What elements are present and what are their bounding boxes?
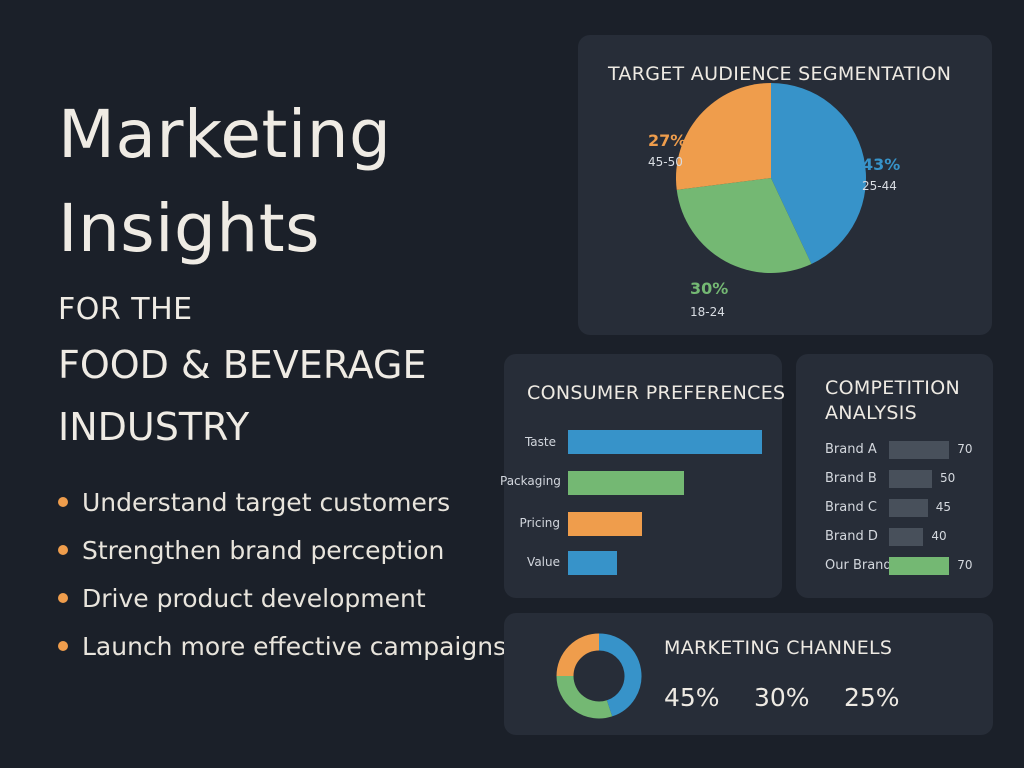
competition-bar	[889, 557, 950, 575]
consumer-preferences-card: CONSUMER PREFERENCES Taste Packaging Pri…	[500, 354, 786, 598]
channels-chart-title: MARKETING CHANNELS	[664, 637, 893, 659]
channel-value-label: 45%	[664, 683, 720, 712]
bar-category-label: Packaging	[500, 474, 561, 488]
bar-value-label: 70	[957, 558, 973, 572]
competition-bar	[889, 470, 932, 488]
bar-value-label: 50	[940, 471, 956, 485]
hero: Marketing Insights FOR THE FOOD & BEVERA…	[58, 88, 498, 451]
competition-bar	[889, 441, 950, 459]
slice-segment-label: 18-24	[690, 305, 725, 319]
channels-donut-chart	[556, 633, 642, 719]
competition-analysis-card: COMPETITION ANALYSIS Brand A Brand B Bra…	[796, 354, 993, 598]
audience-segmentation-card: TARGET AUDIENCE SEGMENTATION 43% 25-44 3…	[578, 35, 992, 335]
competition-title-line-2: ANALYSIS	[825, 402, 918, 424]
bar-value-label: 45	[935, 500, 951, 514]
bar-category-label: Taste	[524, 435, 556, 449]
preference-bar	[568, 471, 685, 495]
hero-title-line-2: Insights	[58, 190, 321, 267]
benefit-list: Understand target customers Strengthen b…	[58, 478, 506, 670]
preference-bar	[568, 551, 617, 575]
bar-category-label: Pricing	[519, 516, 560, 530]
bar-category-label: Our Brand	[825, 558, 892, 573]
list-item: Launch more effective campaigns	[58, 622, 506, 670]
pie-slice	[676, 178, 812, 274]
bar-category-label: Value	[527, 555, 560, 569]
list-item: Understand target customers	[58, 478, 506, 526]
competition-bar	[889, 528, 924, 546]
list-item-text: Strengthen brand perception	[82, 535, 445, 565]
hero-subtitle-line-3: INDUSTRY	[58, 405, 250, 449]
preferences-chart-title: CONSUMER PREFERENCES	[527, 382, 786, 404]
hero-subtitle-line-2: FOOD & BEVERAGE	[58, 343, 427, 387]
donut-segment	[556, 633, 600, 677]
audience-chart-title: TARGET AUDIENCE SEGMENTATION	[608, 63, 952, 85]
donut-segment	[556, 675, 613, 719]
preference-bar	[568, 512, 642, 536]
bullet-dot-icon	[58, 545, 68, 555]
slice-segment-label: 25-44	[862, 179, 897, 193]
competition-title-line-1: COMPETITION	[825, 377, 960, 399]
bar-category-label: Brand A	[825, 442, 877, 457]
preference-bar	[568, 430, 762, 454]
bar-value-label: 70	[957, 442, 973, 456]
bullet-dot-icon	[58, 593, 68, 603]
hero-subtitle-line-1: FOR THE	[58, 292, 193, 327]
list-item-text: Launch more effective campaigns	[82, 631, 507, 661]
bar-category-label: Brand C	[825, 500, 877, 515]
bar-category-label: Brand B	[825, 471, 877, 486]
hero-title-line-1: Marketing	[58, 96, 392, 173]
slice-segment-label: 45-50	[648, 155, 683, 169]
channel-value-label: 30%	[754, 683, 810, 712]
list-item: Strengthen brand perception	[58, 526, 506, 574]
slice-percent-label: 30%	[690, 279, 729, 298]
list-item: Drive product development	[58, 574, 506, 622]
bar-value-label: 40	[931, 529, 947, 543]
bullet-dot-icon	[58, 641, 68, 651]
channel-value-label: 25%	[844, 683, 900, 712]
bar-category-label: Brand D	[825, 529, 878, 544]
list-item-text: Understand target customers	[82, 487, 451, 517]
bullet-dot-icon	[58, 497, 68, 507]
slice-percent-label: 43%	[862, 155, 901, 174]
marketing-channels-card: MARKETING CHANNELS 45% 30% 25%	[504, 613, 993, 735]
pie-slice	[771, 83, 866, 264]
donut-segment	[598, 633, 642, 717]
audience-pie-chart	[676, 83, 866, 274]
pie-slice	[676, 83, 771, 190]
slice-percent-label: 27%	[648, 131, 687, 150]
list-item-text: Drive product development	[82, 583, 426, 613]
competition-bar	[889, 499, 928, 517]
